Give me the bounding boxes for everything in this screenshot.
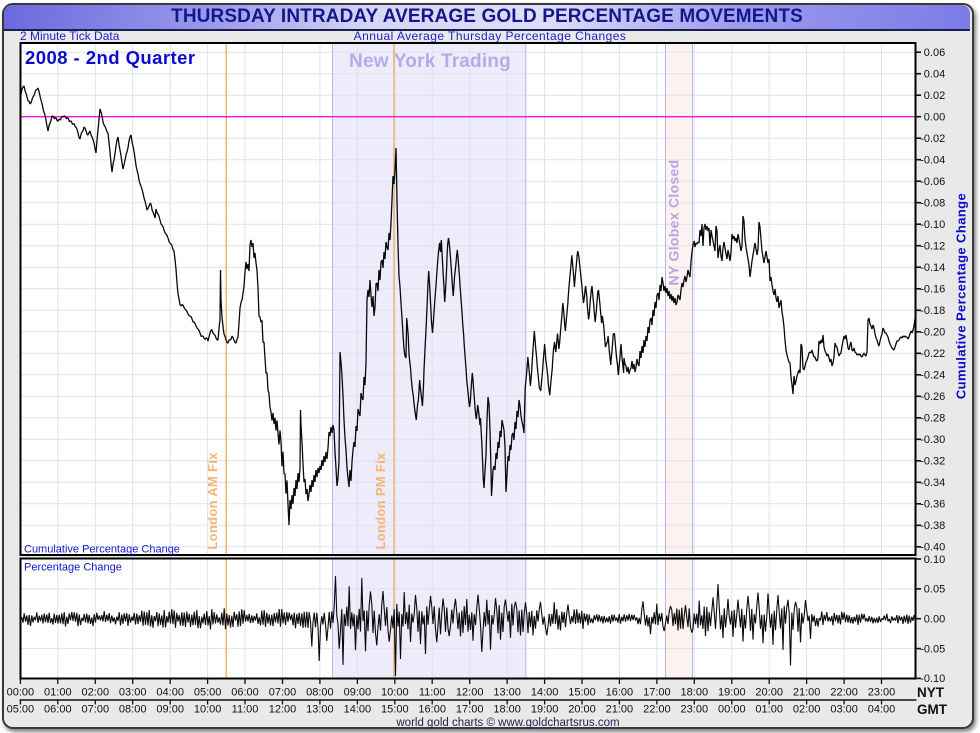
svg-text:-0.10: -0.10 <box>920 673 945 685</box>
svg-text:20:00: 20:00 <box>755 687 783 699</box>
svg-text:11:00: 11:00 <box>232 704 259 716</box>
svg-text:-0.26: -0.26 <box>920 391 945 403</box>
svg-text:11:00: 11:00 <box>419 687 446 699</box>
svg-text:-0.34: -0.34 <box>920 477 945 489</box>
svg-text:03:00: 03:00 <box>830 704 858 716</box>
svg-text:20:00: 20:00 <box>568 704 596 716</box>
svg-text:0.05: 0.05 <box>924 584 945 596</box>
svg-text:Cumulative Percentage Change: Cumulative Percentage Change <box>954 193 969 399</box>
svg-text:22:00: 22:00 <box>830 687 858 699</box>
svg-text:09:00: 09:00 <box>156 704 184 716</box>
svg-text:Percentage Change: Percentage Change <box>24 562 122 574</box>
svg-text:05:00: 05:00 <box>194 687 222 699</box>
svg-text:-0.06: -0.06 <box>920 176 945 188</box>
svg-text:15:00: 15:00 <box>381 704 409 716</box>
svg-text:0.04: 0.04 <box>924 69 945 81</box>
svg-text:04:00: 04:00 <box>156 687 184 699</box>
svg-text:08:00: 08:00 <box>306 687 334 699</box>
svg-text:16:00: 16:00 <box>418 704 446 716</box>
svg-text:06:00: 06:00 <box>231 687 259 699</box>
svg-text:-0.04: -0.04 <box>920 155 945 167</box>
svg-text:-0.08: -0.08 <box>920 198 945 210</box>
svg-text:world gold charts © www.goldch: world gold charts © www.goldchartsrus.co… <box>395 717 619 729</box>
svg-text:21:00: 21:00 <box>606 704 634 716</box>
svg-text:04:00: 04:00 <box>868 704 896 716</box>
svg-text:16:00: 16:00 <box>606 687 634 699</box>
svg-text:-0.36: -0.36 <box>920 499 945 511</box>
svg-text:23:00: 23:00 <box>868 687 896 699</box>
svg-text:15:00: 15:00 <box>568 687 596 699</box>
svg-text:18:00: 18:00 <box>681 687 709 699</box>
svg-text:-0.10: -0.10 <box>920 219 945 231</box>
svg-text:-0.32: -0.32 <box>920 456 945 468</box>
svg-text:12:00: 12:00 <box>269 704 297 716</box>
svg-text:NYT: NYT <box>917 685 945 700</box>
svg-text:-0.22: -0.22 <box>920 348 945 360</box>
svg-text:07:00: 07:00 <box>82 704 110 716</box>
svg-text:0.06: 0.06 <box>924 47 945 59</box>
svg-text:London AM Fix: London AM Fix <box>205 452 220 550</box>
svg-text:01:00: 01:00 <box>755 704 783 716</box>
svg-text:07:00: 07:00 <box>269 687 297 699</box>
svg-text:-0.16: -0.16 <box>920 284 945 296</box>
svg-text:08:00: 08:00 <box>119 704 147 716</box>
svg-text:-0.30: -0.30 <box>920 434 945 446</box>
svg-text:-0.05: -0.05 <box>920 643 945 655</box>
svg-text:14:00: 14:00 <box>531 687 559 699</box>
svg-text:17:00: 17:00 <box>643 687 671 699</box>
svg-text:12:00: 12:00 <box>456 687 484 699</box>
svg-text:0.00: 0.00 <box>924 112 945 124</box>
svg-text:0.10: 0.10 <box>924 554 945 566</box>
svg-text:-0.18: -0.18 <box>920 305 945 317</box>
svg-text:Cumulative Percentage Change: Cumulative Percentage Change <box>24 544 180 556</box>
svg-text:03:00: 03:00 <box>119 687 147 699</box>
svg-text:23:00: 23:00 <box>681 704 709 716</box>
svg-text:17:00: 17:00 <box>456 704 484 716</box>
svg-text:10:00: 10:00 <box>381 687 409 699</box>
svg-text:10:00: 10:00 <box>194 704 222 716</box>
svg-text:02:00: 02:00 <box>82 687 110 699</box>
svg-text:13:00: 13:00 <box>306 704 334 716</box>
svg-text:-0.02: -0.02 <box>920 133 945 145</box>
svg-text:02:00: 02:00 <box>793 704 821 716</box>
svg-text:NY Globex Closed: NY Globex Closed <box>666 160 682 286</box>
svg-text:01:00: 01:00 <box>44 687 72 699</box>
svg-text:13:00: 13:00 <box>493 687 521 699</box>
svg-text:GMT: GMT <box>917 702 948 717</box>
svg-text:-0.12: -0.12 <box>920 241 945 253</box>
svg-text:0.00: 0.00 <box>924 614 945 626</box>
svg-text:14:00: 14:00 <box>344 704 372 716</box>
svg-text:21:00: 21:00 <box>793 687 821 699</box>
svg-text:22:00: 22:00 <box>643 704 671 716</box>
svg-text:05:00: 05:00 <box>7 704 35 716</box>
svg-text:18:00: 18:00 <box>493 704 521 716</box>
svg-text:-0.40: -0.40 <box>920 542 945 554</box>
svg-text:-0.24: -0.24 <box>920 370 945 382</box>
svg-text:0.02: 0.02 <box>924 90 945 102</box>
svg-text:00:00: 00:00 <box>718 704 746 716</box>
svg-text:19:00: 19:00 <box>531 704 559 716</box>
svg-text:London PM Fix: London PM Fix <box>373 452 388 550</box>
svg-text:2008 - 2nd Quarter: 2008 - 2nd Quarter <box>25 47 196 68</box>
svg-text:-0.28: -0.28 <box>920 413 945 425</box>
svg-text:19:00: 19:00 <box>718 687 746 699</box>
svg-text:-0.20: -0.20 <box>920 327 945 339</box>
svg-text:09:00: 09:00 <box>344 687 372 699</box>
svg-text:00:00: 00:00 <box>7 687 35 699</box>
svg-text:06:00: 06:00 <box>44 704 72 716</box>
svg-text:New York Trading: New York Trading <box>349 51 511 72</box>
svg-text:-0.14: -0.14 <box>920 262 945 274</box>
svg-text:-0.38: -0.38 <box>920 520 945 532</box>
